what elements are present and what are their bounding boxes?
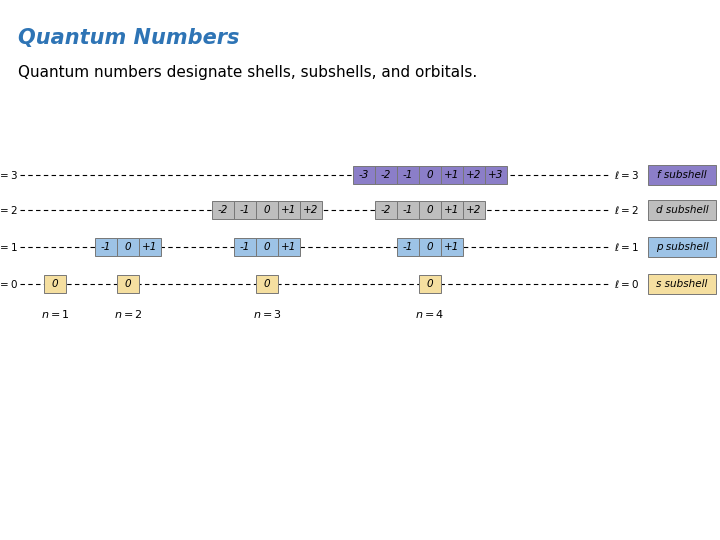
Text: 0: 0 [125, 242, 131, 252]
Text: -1: -1 [402, 170, 413, 180]
Text: $\ell = 3$: $\ell = 3$ [614, 169, 639, 181]
FancyBboxPatch shape [256, 201, 278, 219]
Text: -1: -1 [101, 242, 111, 252]
FancyBboxPatch shape [441, 238, 463, 256]
FancyBboxPatch shape [648, 274, 716, 294]
Text: 0: 0 [427, 279, 433, 289]
FancyBboxPatch shape [648, 237, 716, 257]
Text: $\ell = 0$: $\ell = 0$ [0, 278, 18, 290]
FancyBboxPatch shape [375, 166, 397, 184]
FancyBboxPatch shape [95, 238, 117, 256]
Text: $\ell = 1$: $\ell = 1$ [0, 241, 18, 253]
Text: -1: -1 [402, 205, 413, 215]
Text: -3: -3 [359, 170, 369, 180]
FancyBboxPatch shape [353, 166, 375, 184]
Text: +1: +1 [143, 242, 158, 252]
Text: $\ell = 2$: $\ell = 2$ [0, 204, 18, 216]
Text: 0: 0 [264, 279, 270, 289]
FancyBboxPatch shape [278, 201, 300, 219]
Text: $n = 1$: $n = 1$ [40, 308, 69, 320]
Text: 0: 0 [427, 242, 433, 252]
Text: f subshell: f subshell [657, 170, 707, 180]
Text: +1: +1 [444, 242, 459, 252]
Text: +1: +1 [444, 205, 459, 215]
FancyBboxPatch shape [648, 165, 716, 185]
Text: -1: -1 [240, 205, 250, 215]
FancyBboxPatch shape [397, 201, 419, 219]
FancyBboxPatch shape [419, 275, 441, 293]
Text: 0: 0 [125, 279, 131, 289]
FancyBboxPatch shape [117, 275, 139, 293]
Text: $n = 2$: $n = 2$ [114, 308, 143, 320]
Text: $\ell = 3$: $\ell = 3$ [0, 169, 18, 181]
FancyBboxPatch shape [419, 238, 441, 256]
FancyBboxPatch shape [256, 238, 278, 256]
FancyBboxPatch shape [441, 166, 463, 184]
FancyBboxPatch shape [648, 200, 716, 220]
Text: 0: 0 [427, 170, 433, 180]
FancyBboxPatch shape [397, 238, 419, 256]
Text: +1: +1 [282, 205, 297, 215]
Text: +2: +2 [303, 205, 319, 215]
FancyBboxPatch shape [485, 166, 507, 184]
FancyBboxPatch shape [117, 238, 139, 256]
Text: 0: 0 [264, 242, 270, 252]
FancyBboxPatch shape [234, 201, 256, 219]
Text: +1: +1 [444, 170, 459, 180]
Text: 0: 0 [264, 205, 270, 215]
Text: $\ell = 0$: $\ell = 0$ [614, 278, 639, 290]
Text: $n = 3$: $n = 3$ [253, 308, 282, 320]
FancyBboxPatch shape [300, 201, 322, 219]
FancyBboxPatch shape [463, 166, 485, 184]
FancyBboxPatch shape [44, 275, 66, 293]
Text: +2: +2 [467, 170, 482, 180]
FancyBboxPatch shape [375, 201, 397, 219]
FancyBboxPatch shape [397, 166, 419, 184]
FancyBboxPatch shape [278, 238, 300, 256]
Text: $\ell = 1$: $\ell = 1$ [614, 241, 639, 253]
Text: 0: 0 [52, 279, 58, 289]
Text: $n = 4$: $n = 4$ [415, 308, 444, 320]
Text: -1: -1 [240, 242, 250, 252]
Text: +2: +2 [467, 205, 482, 215]
FancyBboxPatch shape [419, 166, 441, 184]
Text: +3: +3 [488, 170, 504, 180]
FancyBboxPatch shape [441, 201, 463, 219]
Text: -1: -1 [402, 242, 413, 252]
Text: +1: +1 [282, 242, 297, 252]
Text: d subshell: d subshell [656, 205, 708, 215]
Text: -2: -2 [381, 205, 391, 215]
FancyBboxPatch shape [212, 201, 234, 219]
Text: p subshell: p subshell [656, 242, 708, 252]
Text: $\ell = 2$: $\ell = 2$ [614, 204, 639, 216]
Text: -2: -2 [218, 205, 228, 215]
Text: s subshell: s subshell [657, 279, 708, 289]
FancyBboxPatch shape [419, 201, 441, 219]
FancyBboxPatch shape [234, 238, 256, 256]
Text: Quantum numbers designate shells, subshells, and orbitals.: Quantum numbers designate shells, subshe… [18, 65, 477, 80]
Text: 0: 0 [427, 205, 433, 215]
FancyBboxPatch shape [463, 201, 485, 219]
Text: -2: -2 [381, 170, 391, 180]
Text: Quantum Numbers: Quantum Numbers [18, 28, 239, 48]
FancyBboxPatch shape [139, 238, 161, 256]
FancyBboxPatch shape [256, 275, 278, 293]
